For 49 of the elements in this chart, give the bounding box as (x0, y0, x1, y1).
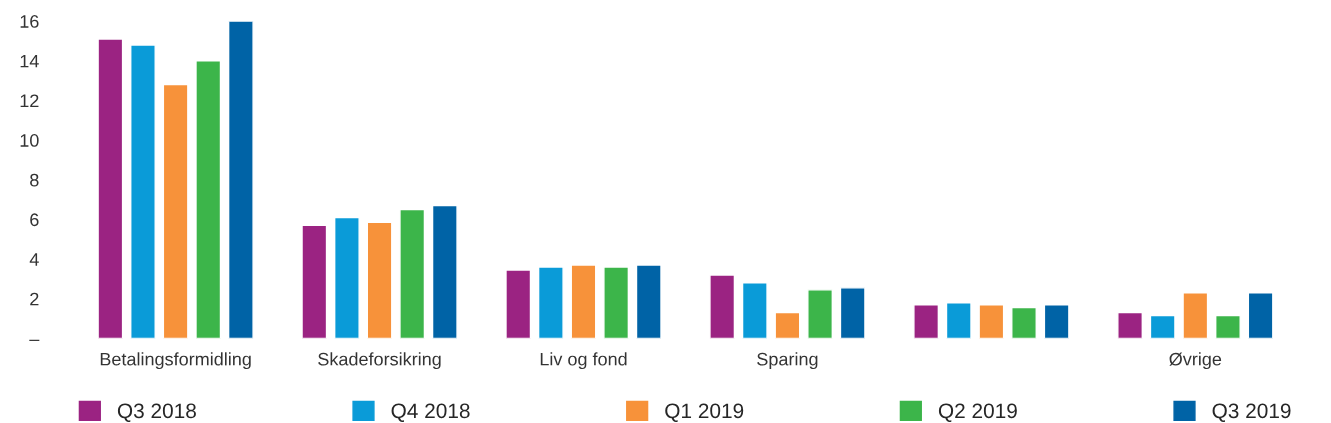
y-tick-label: 2 (30, 292, 39, 306)
bar (1043, 303, 1070, 339)
bar (1011, 306, 1037, 339)
bar (945, 302, 972, 339)
bar (399, 208, 426, 339)
y-tick-label: 6 (30, 213, 39, 227)
bar (537, 266, 564, 339)
x-tick-label: Skadeforsikring (318, 352, 441, 370)
bar (431, 204, 458, 339)
y-tick-label: 8 (30, 173, 39, 187)
bar (1215, 314, 1241, 339)
bar (839, 287, 866, 339)
y-tick-label: 14 (20, 54, 39, 68)
bar (162, 83, 189, 339)
bar (1149, 314, 1176, 339)
bar (635, 264, 662, 339)
bar (505, 269, 532, 339)
bar (1247, 292, 1274, 339)
bar (709, 274, 736, 339)
legend-label: Q3 2019 (1212, 403, 1291, 422)
bar (913, 303, 940, 339)
x-tick-label: Liv og fond (540, 352, 627, 370)
legend-label: Q3 2018 (117, 403, 196, 422)
y-tick-label: 10 (20, 134, 39, 147)
bar (366, 221, 393, 339)
bar (1182, 292, 1209, 339)
bar (978, 303, 1005, 339)
y-tick-label: 12 (20, 94, 39, 107)
legend-label: Q2 2019 (938, 403, 1017, 422)
bar (741, 282, 768, 339)
bar (130, 44, 156, 339)
x-tick-label: Øvrige (1169, 352, 1222, 370)
bar (807, 289, 833, 339)
bar (603, 266, 630, 339)
y-tick-label: 4 (29, 253, 39, 266)
bar (333, 216, 360, 339)
x-tick-label: Betalingsformidling (100, 352, 251, 370)
legend-label: Q1 2019 (665, 403, 744, 422)
y-tick-label: 16 (20, 15, 39, 28)
legend-label: Q4 2018 (391, 403, 470, 422)
bar (195, 60, 222, 339)
x-tick-label: Sparing (757, 352, 818, 370)
bar (97, 38, 124, 339)
bar (301, 224, 328, 339)
bar (1117, 311, 1143, 339)
bar (227, 21, 254, 339)
bar (570, 264, 597, 339)
y-tick-label: – (29, 339, 40, 341)
bar (774, 311, 801, 339)
